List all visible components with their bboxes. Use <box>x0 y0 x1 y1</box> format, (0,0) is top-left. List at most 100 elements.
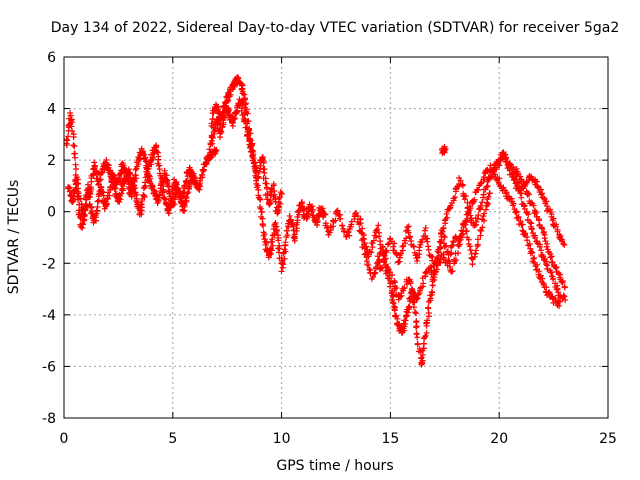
data-point <box>492 164 499 171</box>
data-point <box>375 259 382 266</box>
data-point <box>414 341 421 348</box>
data-point <box>539 251 546 258</box>
data-point <box>126 169 133 176</box>
data-point <box>132 172 139 179</box>
data-point <box>92 214 99 221</box>
data-point <box>192 179 199 186</box>
data-point <box>555 297 562 304</box>
data-point <box>447 202 454 209</box>
data-point <box>99 189 106 196</box>
data-point <box>384 241 391 248</box>
data-point <box>118 190 125 197</box>
data-point <box>81 212 88 219</box>
data-point <box>374 226 381 233</box>
data-point <box>214 103 221 110</box>
data-point <box>502 158 509 165</box>
data-point <box>339 222 346 229</box>
data-point <box>405 223 412 230</box>
data-point <box>210 110 217 117</box>
data-point <box>67 191 74 198</box>
data-point <box>86 185 93 192</box>
data-point <box>471 196 478 203</box>
data-point <box>255 186 262 193</box>
data-point <box>526 191 533 198</box>
data-point <box>541 228 548 235</box>
data-point <box>185 189 192 196</box>
data-point <box>531 259 538 266</box>
data-point <box>269 236 276 243</box>
data-point <box>425 246 432 253</box>
data-point <box>334 207 341 214</box>
y-tick-label: 2 <box>47 153 56 169</box>
data-point <box>468 255 475 262</box>
data-point <box>471 222 478 229</box>
data-point <box>275 237 282 244</box>
data-point <box>454 250 461 257</box>
data-point <box>69 127 76 134</box>
data-point <box>365 262 372 269</box>
data-point <box>73 165 80 172</box>
data-point <box>245 132 252 139</box>
x-tick-label: 0 <box>60 431 69 447</box>
data-point <box>475 187 482 194</box>
data-point <box>452 194 459 201</box>
data-point <box>260 232 267 239</box>
data-point <box>280 261 287 268</box>
y-axis-label: SDTVAR / TECUs <box>6 180 22 295</box>
data-point <box>421 334 428 341</box>
y-tick-label: -4 <box>42 308 56 324</box>
data-point <box>176 193 183 200</box>
data-point <box>561 241 568 248</box>
data-point <box>72 154 79 161</box>
data-point <box>440 255 447 262</box>
data-point <box>91 163 98 170</box>
data-point <box>386 283 393 290</box>
data-point <box>271 188 278 195</box>
data-point <box>486 190 493 197</box>
data-point <box>309 203 316 210</box>
data-point <box>375 222 382 229</box>
data-point <box>106 192 113 199</box>
data-point <box>82 203 89 210</box>
data-point <box>403 235 410 242</box>
x-tick-label: 5 <box>168 431 177 447</box>
data-point <box>77 195 84 202</box>
data-point <box>550 276 557 283</box>
data-point <box>529 249 536 256</box>
data-point <box>365 253 372 260</box>
data-point <box>404 309 411 316</box>
data-point <box>514 180 521 187</box>
data-point <box>263 239 270 246</box>
data-point <box>456 235 463 242</box>
data-point <box>241 111 248 118</box>
data-point <box>478 227 485 234</box>
data-point <box>418 354 425 361</box>
data-point <box>74 180 81 187</box>
data-point <box>241 117 248 124</box>
data-point <box>155 156 162 163</box>
data-point <box>455 241 462 248</box>
data-point <box>441 149 448 156</box>
data-point <box>247 142 254 149</box>
data-point <box>562 297 569 304</box>
data-point <box>422 225 429 232</box>
data-point <box>552 264 559 271</box>
data-point <box>466 243 473 250</box>
data-point <box>444 248 451 255</box>
data-point <box>524 190 531 197</box>
data-point <box>513 165 520 172</box>
data-point <box>411 298 418 305</box>
data-point <box>254 167 261 174</box>
data-point <box>434 254 441 261</box>
data-point <box>411 304 418 311</box>
data-point <box>477 232 484 239</box>
data-point <box>432 259 439 266</box>
axis-ticks: 0 5 10 15 20 25 -8 -6 -4 -2 0 2 4 6 <box>42 50 617 447</box>
y-tick-label: 4 <box>47 102 56 118</box>
data-point <box>393 312 400 319</box>
data-point <box>441 243 448 250</box>
x-tick-label: 20 <box>490 431 508 447</box>
data-point <box>267 189 274 196</box>
data-point <box>170 189 177 196</box>
